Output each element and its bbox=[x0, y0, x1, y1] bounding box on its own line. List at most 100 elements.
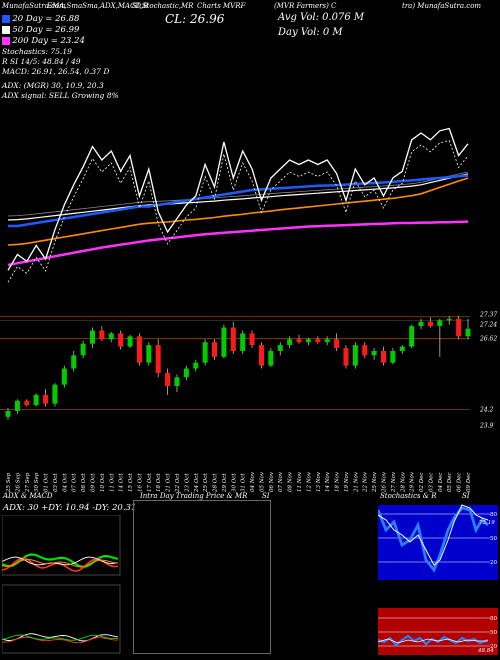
date-label: 29 Nov bbox=[410, 471, 416, 493]
rsi-line bbox=[378, 634, 489, 647]
candle-body-8 bbox=[80, 343, 86, 356]
date-label: 12 Nov bbox=[306, 471, 312, 492]
rsi-level-label: 80 bbox=[490, 616, 497, 622]
ma-orange-line bbox=[7, 177, 469, 246]
price-label: 27.24 bbox=[479, 322, 497, 329]
date-label: 09 Oct bbox=[90, 473, 96, 492]
date-label: 10 Oct bbox=[100, 473, 106, 492]
date-label: 04 Nov bbox=[250, 471, 256, 492]
date-label: 07 Nov bbox=[278, 471, 284, 492]
intraday-panel-si: SI bbox=[262, 492, 270, 500]
candle-body-0 bbox=[5, 410, 11, 417]
price-label: 24.2 bbox=[479, 407, 494, 414]
date-label: 14 Oct bbox=[119, 473, 125, 492]
adx-frame bbox=[2, 515, 121, 576]
date-label: 06 Dec bbox=[457, 473, 463, 493]
moving-average-lines bbox=[7, 127, 469, 283]
candle-body-18 bbox=[174, 377, 180, 387]
stoch-level-label: 20 bbox=[490, 560, 497, 566]
date-label: 22 Oct bbox=[175, 473, 181, 493]
day-volume: Day Vol: 0 M bbox=[278, 27, 343, 38]
date-label: 21 Nov bbox=[353, 471, 359, 493]
candle-body-9 bbox=[89, 330, 95, 344]
candle-body-6 bbox=[61, 368, 67, 385]
stoch-d-line bbox=[378, 504, 489, 566]
date-label: 08 Nov bbox=[288, 471, 294, 492]
rsi-reading: R SI 14/5: 48.84 / 49 bbox=[2, 57, 81, 66]
avg-volume: Avg Vol: 0.076 M bbox=[278, 12, 365, 23]
header-line: MunafaSutra.com EMA,SmaSma,ADX,MACD,B SI… bbox=[2, 2, 498, 12]
candle-body-36 bbox=[343, 348, 349, 366]
date-label: 25 Oct bbox=[203, 473, 209, 493]
candle-body-31 bbox=[296, 339, 302, 343]
macd-histogram-line bbox=[2, 634, 119, 641]
date-label: 01 Oct bbox=[44, 473, 50, 492]
legend-ma200: 200 Day = 23.24 bbox=[2, 36, 119, 47]
candle-body-33 bbox=[315, 339, 321, 343]
candle-body-30 bbox=[287, 339, 293, 346]
date-label: 30 Oct bbox=[231, 473, 237, 492]
date-label: 26 Sep bbox=[15, 472, 21, 493]
date-axis-labels: 25 Sep 26 Sep 27 Sep 30 Sep 01 Oct 03 Oct 04 O… bbox=[6, 471, 472, 493]
date-label: 05 Dec bbox=[447, 473, 453, 493]
date-label: 31 Oct bbox=[241, 473, 247, 492]
candle-body-44 bbox=[418, 321, 424, 327]
date-label: 03 Dec bbox=[428, 473, 434, 493]
ma20-line bbox=[8, 174, 469, 228]
legend-swatch-ma50 bbox=[2, 26, 10, 34]
date-label: 28 Oct bbox=[213, 473, 219, 493]
date-label: 13 Nov bbox=[316, 471, 322, 492]
candle-body-28 bbox=[268, 350, 274, 366]
candle-body-15 bbox=[146, 345, 152, 363]
legend-ma20-label: 20 Day = 26.88 bbox=[12, 14, 80, 24]
date-label: 23 Oct bbox=[184, 473, 190, 493]
candle-body-45 bbox=[427, 321, 433, 327]
date-label: 24 Oct bbox=[194, 473, 200, 493]
date-label: 28 Nov bbox=[400, 471, 406, 493]
candle-body-37 bbox=[352, 345, 358, 366]
macd-reading: MACD: 26.91, 26.54, 0.37 D bbox=[2, 67, 110, 76]
date-label: 16 Oct bbox=[137, 473, 143, 492]
candle-body-10 bbox=[99, 330, 105, 340]
adx-panel-title: ADX & MACD bbox=[3, 492, 53, 500]
date-label: 18 Nov bbox=[335, 471, 341, 492]
candle-body-23 bbox=[221, 327, 227, 357]
price-label: 26.62 bbox=[479, 336, 497, 343]
macd-signal-line bbox=[2, 636, 118, 644]
candle-body-42 bbox=[399, 346, 405, 351]
ma50-shadow-line bbox=[7, 171, 469, 217]
candlesticks bbox=[5, 315, 471, 420]
date-label: 08 Oct bbox=[81, 473, 87, 492]
rsi-level-label: 50 bbox=[490, 630, 497, 636]
candle-body-1 bbox=[14, 400, 20, 411]
date-label: 22 Nov bbox=[363, 471, 369, 493]
rsi-level-label: 20 bbox=[490, 644, 497, 650]
rsi-background bbox=[378, 608, 498, 655]
candle-body-32 bbox=[305, 339, 311, 343]
price-label: 23.9 bbox=[479, 422, 494, 429]
mrsi-line bbox=[378, 638, 488, 644]
date-label: 07 Oct bbox=[72, 473, 78, 492]
date-label: 04 Oct bbox=[62, 473, 68, 492]
ma50-line bbox=[7, 173, 469, 221]
candle-body-11 bbox=[108, 333, 114, 340]
candle-body-13 bbox=[127, 336, 133, 347]
price-axis-labels: 27.37 27.24 26.62 24.2 23.9 bbox=[479, 312, 497, 430]
candle-body-27 bbox=[258, 345, 264, 366]
header-indicators-2: SI,Stochastic,MR bbox=[132, 2, 194, 10]
stoch-panel-si: SI bbox=[462, 492, 470, 500]
candle-body-39 bbox=[371, 350, 377, 356]
date-label: 04 Dec bbox=[438, 473, 444, 493]
candle-body-47 bbox=[446, 318, 452, 321]
candle-body-41 bbox=[390, 350, 396, 363]
date-label: 27 Nov bbox=[391, 471, 397, 493]
date-label: 03 Oct bbox=[53, 473, 59, 492]
header-symbol: Charts MVRF bbox=[197, 2, 246, 10]
candle-body-12 bbox=[118, 333, 124, 347]
close-price-ema-line bbox=[7, 140, 469, 283]
intraday-panel-title: Intra Day Trading Price & MR bbox=[140, 492, 248, 500]
date-label: 09 Dec bbox=[466, 473, 472, 493]
adx-macd-panel bbox=[2, 515, 121, 654]
date-label: 25 Sep bbox=[6, 472, 12, 493]
date-label: 14 Nov bbox=[325, 471, 331, 492]
